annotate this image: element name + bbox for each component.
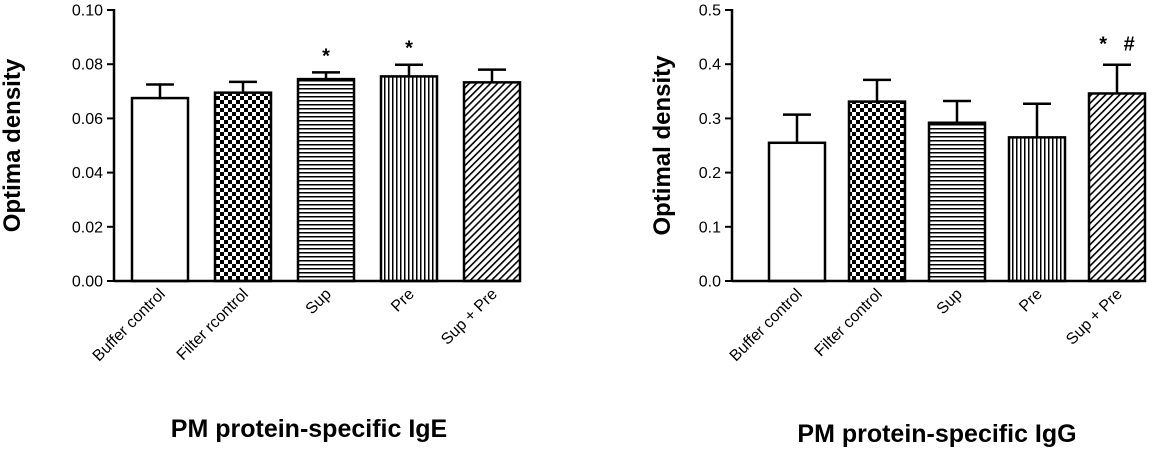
x-axis-title: PM protein-specific IgE <box>171 415 447 443</box>
y-axis-title: Optima density <box>0 58 26 232</box>
y-tick-label: 0.5 <box>699 3 721 20</box>
bar <box>213 91 273 283</box>
y-axis-title: Optimal density <box>649 55 676 236</box>
x-axis-title: PM protein-specific IgG <box>797 420 1076 448</box>
y-tick-label: 0.10 <box>72 3 103 20</box>
category-label: Sup <box>934 286 966 318</box>
ige-bar-chart: Optima density 0.00 0.02 0.04 0.06 0.08 0.10 Bu… <box>0 3 522 443</box>
y-tick-label: 0.00 <box>72 274 103 291</box>
bar <box>1087 92 1147 283</box>
bar <box>379 75 439 283</box>
y-tick-label: 0.1 <box>699 219 721 236</box>
y-tick-label: 0.04 <box>72 165 103 182</box>
significance-marker: * <box>322 45 330 67</box>
y-tick-label: 0.2 <box>699 165 721 182</box>
category-label: Buffer control <box>90 286 169 365</box>
category-label: Filter rcontrol <box>174 286 252 364</box>
bar <box>767 141 827 283</box>
chart-panel-ige: Optima density 0.00 0.02 0.04 0.06 0.08 0.10 Bu… <box>0 0 583 450</box>
bar <box>462 81 522 283</box>
category-label: Sup <box>303 286 335 318</box>
category-label: Pre <box>388 286 418 316</box>
category-label: Pre <box>1016 286 1046 316</box>
y-tick-label: 0.02 <box>72 219 103 236</box>
significance-marker: * # <box>1099 34 1135 56</box>
significance-marker: * <box>405 38 413 60</box>
category-label: Buffer control <box>727 286 806 365</box>
chart-panel-igg: Optimal density 0.0 0.1 0.2 0.3 0.4 0.5 Buffer … <box>584 0 1167 450</box>
igg-bar-chart: Optimal density 0.0 0.1 0.2 0.3 0.4 0.5 Buffer … <box>649 3 1147 448</box>
y-tick-label: 0.4 <box>699 57 721 74</box>
bar <box>130 96 190 283</box>
category-label: Filter control <box>812 286 886 360</box>
bar <box>296 77 356 283</box>
y-tick-label: 0.3 <box>699 111 721 128</box>
y-tick-label: 0.08 <box>72 57 103 74</box>
y-tick-label: 0.0 <box>699 274 721 291</box>
bar <box>1007 136 1067 283</box>
category-label: Sup + Pre <box>1063 286 1126 349</box>
bar <box>927 121 987 283</box>
bar <box>847 100 907 283</box>
y-tick-label: 0.06 <box>72 111 103 128</box>
category-label: Sup + Pre <box>438 286 501 349</box>
